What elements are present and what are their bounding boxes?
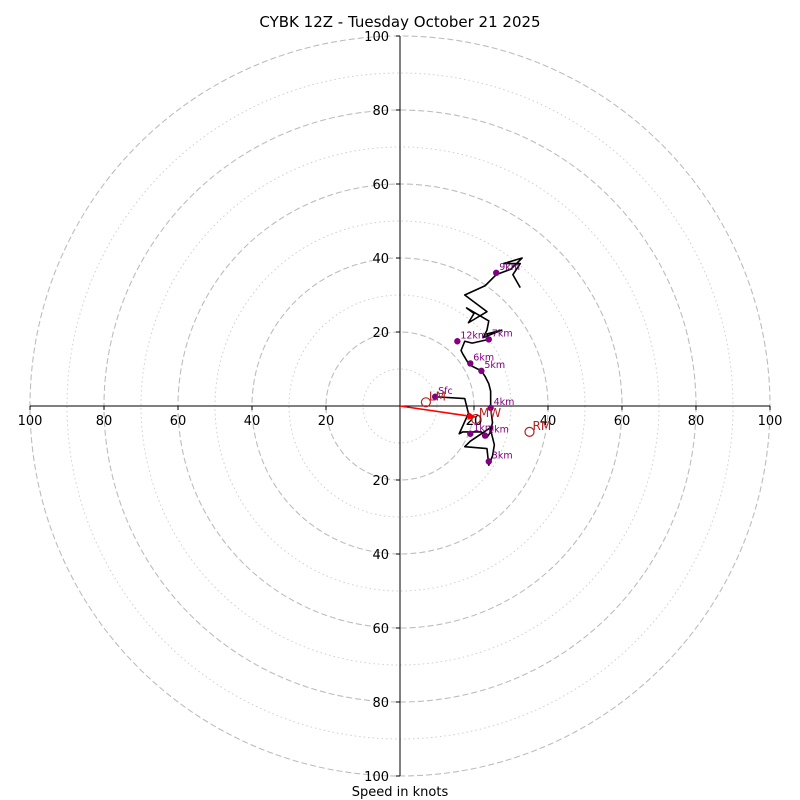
y-tick-label: 80: [372, 696, 389, 711]
height-label-3km: 3km: [492, 451, 513, 462]
height-marker-1km: [467, 430, 474, 437]
mean-wind-arrow-group: [399, 405, 476, 420]
x-tick-label: 100: [758, 414, 783, 429]
height-marker-12km: [454, 338, 461, 345]
height-marker-3km: [485, 458, 492, 465]
height-label-2km: 2km: [488, 425, 509, 436]
x-tick-label: 60: [170, 414, 187, 429]
y-tick-label: 40: [372, 252, 389, 267]
height-label-12km: 12km: [460, 330, 487, 341]
height-marker-4km: [487, 404, 494, 412]
storm-motion-rm: [524, 426, 535, 437]
y-tick-label: 20: [372, 326, 389, 341]
y-tick-label: 60: [372, 178, 389, 193]
x-tick-label: 20: [318, 414, 335, 429]
y-tick-label: 20: [372, 474, 389, 489]
x-tick-label: 100: [18, 414, 43, 429]
mean-wind-arrow: [399, 405, 476, 418]
height-label-1km: 1km: [473, 423, 494, 434]
x-tick-label: 80: [96, 414, 113, 429]
y-tick-label: 80: [372, 104, 389, 119]
height-marker-5km: [478, 367, 485, 375]
height-marker-sfc: [431, 393, 439, 400]
chart-title: CYBK 12Z - Tuesday October 21 2025: [259, 13, 540, 31]
height-marker-9km: [493, 269, 500, 276]
mean-wind-arrowhead: [467, 411, 476, 420]
y-tick-label: 40: [372, 548, 389, 563]
y-tick-label: 100: [364, 30, 389, 45]
storm-motion-lm: [420, 397, 431, 408]
x-tick-label: 40: [540, 414, 557, 429]
storm-motion-markers: LM MW RM: [420, 389, 552, 437]
height-label-7km: 7km: [492, 328, 513, 339]
y-tick-label: 60: [372, 622, 389, 637]
storm-motion-label-rm: RM: [533, 419, 552, 433]
y-tick-label: 100: [364, 770, 389, 785]
height-label-sfc: Sfc: [438, 386, 453, 397]
height-marker-6km: [467, 360, 474, 367]
height-label-6km: 6km: [473, 352, 494, 363]
y-tick-labels: 100 80 60 40 20 20 40 60 80 100: [364, 30, 400, 785]
storm-motion-mw: [470, 413, 481, 425]
storm-motion-label-mw: MW: [479, 406, 501, 420]
height-label-4km: 4km: [494, 397, 515, 408]
x-tick-label: 60: [614, 414, 631, 429]
height-marker-7km: [485, 336, 492, 343]
height-marker-2km: [481, 432, 489, 439]
height-label-5km: 5km: [484, 360, 505, 371]
x-tick-label: 80: [688, 414, 705, 429]
x-axis-label: Speed in knots: [352, 785, 449, 800]
x-tick-label: 40: [244, 414, 261, 429]
height-label-9km: 9km: [499, 262, 520, 273]
storm-motion-label-lm: LM: [429, 389, 446, 403]
